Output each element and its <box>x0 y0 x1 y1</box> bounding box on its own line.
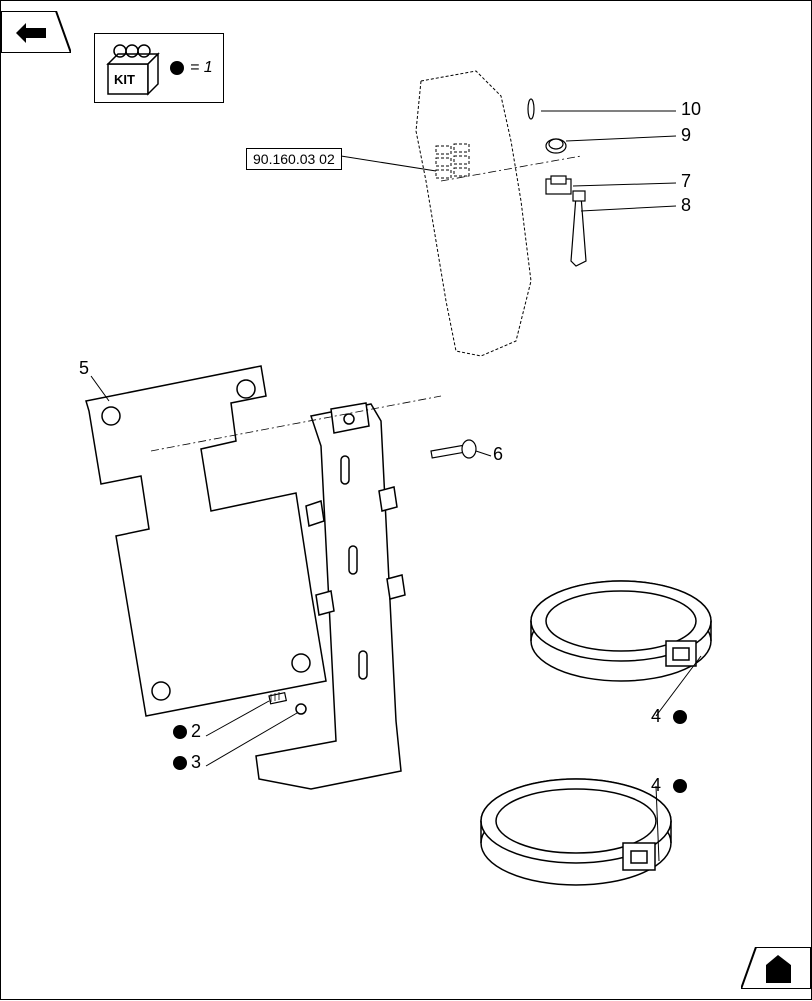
kit-dot-3 <box>173 756 187 770</box>
kit-dot-icon <box>170 61 184 75</box>
pillar-trim-part <box>416 71 531 356</box>
kit-dot-2 <box>173 725 187 739</box>
callout-5: 5 <box>79 358 89 379</box>
part-2-fastener <box>269 692 286 704</box>
part-6-bolt <box>431 440 476 458</box>
part-4-clamp-lower <box>481 779 671 885</box>
kit-box-icon: KIT <box>100 39 160 99</box>
callout-10: 10 <box>681 99 701 120</box>
part-5-bracket <box>86 366 326 716</box>
kit-legend-box: KIT = 1 <box>94 33 224 103</box>
part-8 <box>571 191 586 266</box>
kit-dot-4a <box>673 710 687 724</box>
part-7 <box>546 176 571 194</box>
nav-tab-top-left[interactable] <box>1 11 71 53</box>
part-10 <box>528 99 534 119</box>
vertical-bracket <box>256 403 405 789</box>
callout-4b: 4 <box>651 775 661 796</box>
callout-8: 8 <box>681 195 691 216</box>
parts-diagram <box>1 1 812 1001</box>
callout-2: 2 <box>191 721 201 742</box>
part-4-clamp-upper <box>531 581 711 681</box>
reference-label: 90.160.03 02 <box>246 148 342 170</box>
nav-tab-bottom-right[interactable] <box>741 947 811 989</box>
callout-3: 3 <box>191 752 201 773</box>
callout-6: 6 <box>493 444 503 465</box>
kit-equals-label: = 1 <box>190 59 213 77</box>
callout-7: 7 <box>681 171 691 192</box>
kit-dot-4b <box>673 779 687 793</box>
part-9 <box>546 139 566 153</box>
svg-text:KIT: KIT <box>114 72 135 87</box>
callout-9: 9 <box>681 125 691 146</box>
callout-4a: 4 <box>651 706 661 727</box>
